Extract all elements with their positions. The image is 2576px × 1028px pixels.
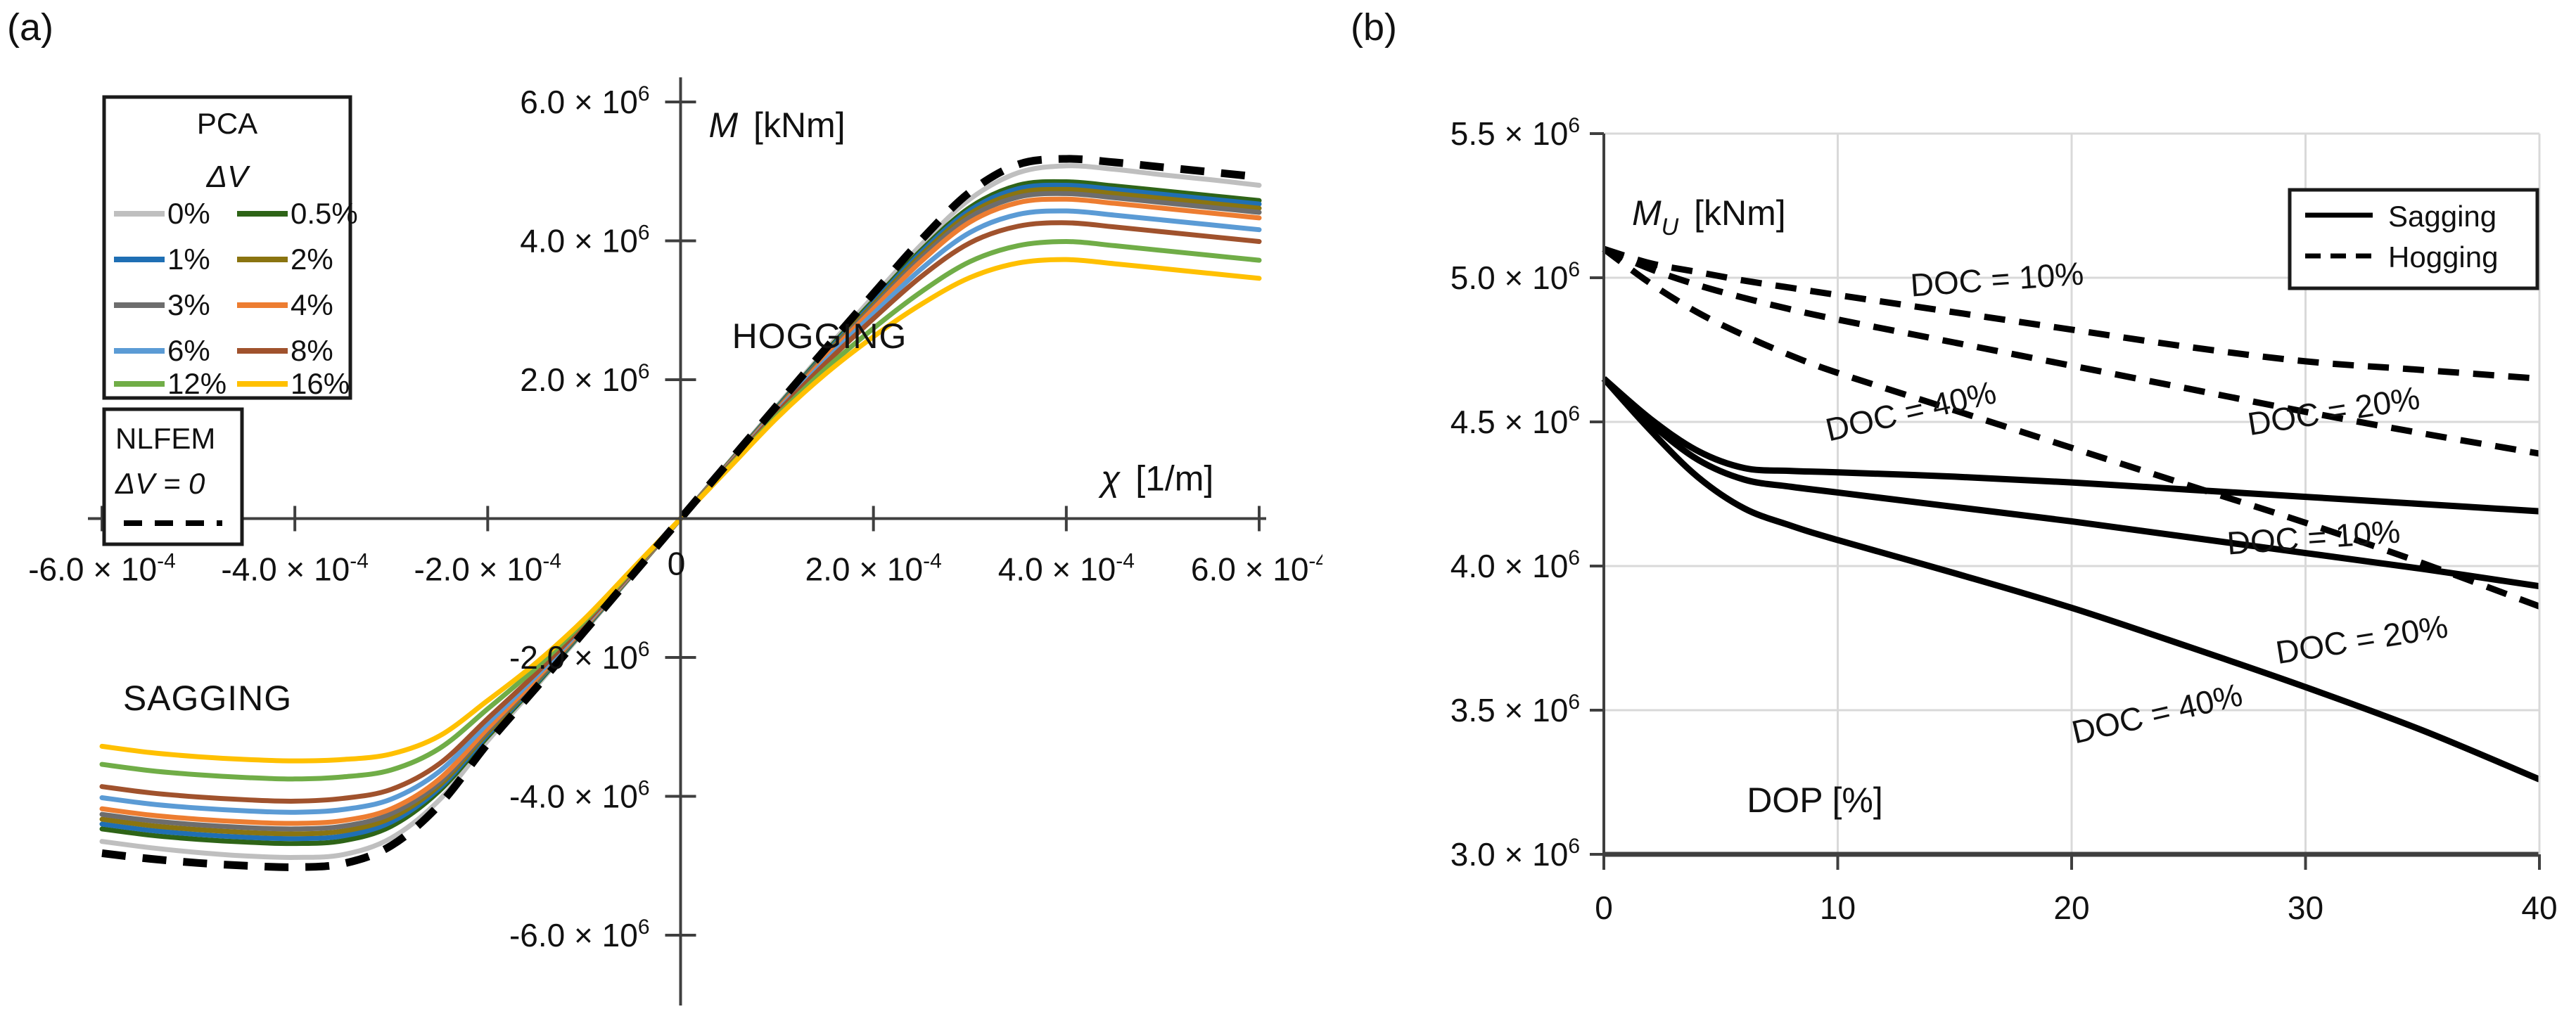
doc-annotation-text: DOC = 40% <box>2068 676 2245 750</box>
panel-b-label: (b) <box>1351 6 1397 49</box>
y-tick-label: 4.0 × 106 <box>520 221 649 259</box>
nlfem-legend-subtitle: ΔV = 0 <box>115 467 205 500</box>
panel-b: (b) 3.0 × 106 3.5 × 106 4.0 × 106 4.5 × 106… <box>1322 0 2576 1028</box>
x-tick-label: 0 <box>668 546 686 582</box>
pca-legend-label: 8% <box>291 334 333 367</box>
panel-a-y-axis-label: M [kNm] <box>709 105 846 145</box>
y-tick-label: -6.0 × 106 <box>509 915 650 953</box>
pca-legend-item[interactable]: 2% <box>237 243 333 276</box>
y-tick-label: 2.0 × 106 <box>520 360 649 398</box>
panel-b-y-axis-label: MU [kNm] <box>1632 193 1786 240</box>
pca-legend-label: 2% <box>291 243 333 276</box>
pca-legend-item[interactable]: 16% <box>237 367 350 400</box>
pca-legend: PCA ΔV0% 0.5% 1% 2% 3% 4% 6% 8% 12% 16% <box>102 95 358 400</box>
y-tick-label: 3.0 × 106 <box>1450 835 1580 873</box>
doc-annotation-text: DOC = 20% <box>2274 608 2451 671</box>
x-tick-label: 4.0 × 10-4 <box>998 550 1135 588</box>
pca-legend-item[interactable]: 0% <box>114 197 210 230</box>
x-tick-label: 10 <box>1820 889 1856 926</box>
pca-legend-label: 16% <box>291 367 350 400</box>
pca-legend-label: 12% <box>167 367 227 400</box>
pca-legend-label: 6% <box>167 334 210 367</box>
nlfem-legend-title: NLFEM <box>115 422 215 455</box>
pca-legend-item[interactable]: 3% <box>114 288 210 321</box>
pca-legend-item[interactable]: 6% <box>114 334 210 367</box>
pca-legend-label: 1% <box>167 243 210 276</box>
doc-label-sagging-10: DOC = 10% <box>2226 513 2402 561</box>
curve-3 <box>1602 376 2540 515</box>
panel-a-x-axis-label: χ [1/m] <box>1098 459 1213 499</box>
x-tick-label: 30 <box>2288 889 2323 926</box>
y-tick-label: -2.0 × 106 <box>509 638 650 676</box>
curve-10 <box>101 155 1260 871</box>
pca-legend-item[interactable]: 12% <box>114 367 227 400</box>
doc-label-hogging-10: DOC = 10% <box>1909 255 2085 303</box>
panel-b-curves <box>1601 245 2541 783</box>
panel-b-chart: 3.0 × 106 3.5 × 106 4.0 × 106 4.5 × 106 5.0 … <box>1450 114 2558 926</box>
y-tick-label: 4.5 × 106 <box>1450 402 1580 440</box>
curve-2 <box>1602 246 2541 610</box>
x-tick-label: 0 <box>1595 889 1613 926</box>
pca-legend-item[interactable]: 8% <box>237 334 333 367</box>
x-tick-label: -2.0 × 10-4 <box>414 550 562 588</box>
pca-legend-label: 4% <box>291 288 333 321</box>
doc-label-hogging-20: DOC = 20% <box>2245 379 2423 442</box>
y-tick-label: 3.5 × 106 <box>1450 690 1580 728</box>
curve-1 <box>1602 245 2540 457</box>
panel-a: (a) -6.0 × 10-4 -4.0 × 10-4 -2.0 × 10-4 0 2.… <box>7 6 1322 1005</box>
panel-a-label: (a) <box>7 6 53 49</box>
panel-b-legend-box <box>2288 188 2539 290</box>
pca-legend-title: PCA <box>197 107 257 140</box>
x-tick-label: 40 <box>2521 889 2557 926</box>
x-tick-label: 2.0 × 10-4 <box>805 550 942 588</box>
pca-legend-item[interactable]: 1% <box>114 243 210 276</box>
panel-b-legend-item[interactable]: Hogging <box>2305 240 2498 274</box>
panel-a-axes: -6.0 × 10-4 -4.0 × 10-4 -2.0 × 10-4 0 2.0 × … <box>28 77 1322 1005</box>
panel-b-legend: Sagging Hogging <box>2288 188 2539 290</box>
doc-label-sagging-40: DOC = 40% <box>2068 676 2245 750</box>
curve-4 <box>1601 376 2540 590</box>
panel-b-legend-item[interactable]: Sagging <box>2305 200 2497 233</box>
y-tick-label: 5.0 × 106 <box>1450 258 1580 296</box>
curve-0 <box>1602 245 2540 382</box>
pca-legend-subtitle: ΔV <box>206 160 251 194</box>
doc-annotation-text: DOC = 40% <box>1822 373 1999 448</box>
x-tick-label: 20 <box>2053 889 2089 926</box>
y-tick-label: 4.0 × 106 <box>1450 546 1580 584</box>
y-tick-label: 6.0 × 106 <box>520 82 649 120</box>
pca-legend-label: 0.5% <box>291 197 358 230</box>
x-tick-label: 6.0 × 10-4 <box>1191 550 1322 588</box>
hogging-label: HOGGING <box>732 316 907 356</box>
pca-legend-label: 3% <box>167 288 210 321</box>
doc-annotation-text: DOC = 20% <box>2245 379 2423 442</box>
pca-legend-item[interactable]: 4% <box>237 288 333 321</box>
nlfem-legend: NLFEM ΔV = 0 <box>102 407 244 546</box>
curve-5 <box>1601 376 2541 783</box>
sagging-label: SAGGING <box>123 679 292 718</box>
pca-legend-label: 0% <box>167 197 210 230</box>
x-tick-label: -6.0 × 10-4 <box>28 550 176 588</box>
doc-label-hogging-40: DOC = 40% <box>1822 373 1999 448</box>
doc-annotation-text: DOC = 10% <box>2226 513 2402 561</box>
pca-legend-item[interactable]: 0.5% <box>237 197 358 230</box>
doc-annotation-text: DOC = 10% <box>1909 255 2085 303</box>
panel-b-x-axis-label: DOP [%] <box>1747 780 1883 820</box>
panel-b-legend-label: Hogging <box>2388 240 2498 274</box>
pca-legend-box <box>102 95 352 400</box>
panel-b-legend-label: Sagging <box>2388 200 2497 233</box>
y-tick-label: 5.5 × 106 <box>1450 114 1580 152</box>
y-tick-label: -4.0 × 106 <box>509 777 650 815</box>
x-tick-label: -4.0 × 10-4 <box>221 550 369 588</box>
panel-a-chart: -6.0 × 10-4 -4.0 × 10-4 -2.0 × 10-4 0 2.0 × … <box>28 77 1322 1005</box>
doc-label-sagging-20: DOC = 20% <box>2274 608 2451 671</box>
